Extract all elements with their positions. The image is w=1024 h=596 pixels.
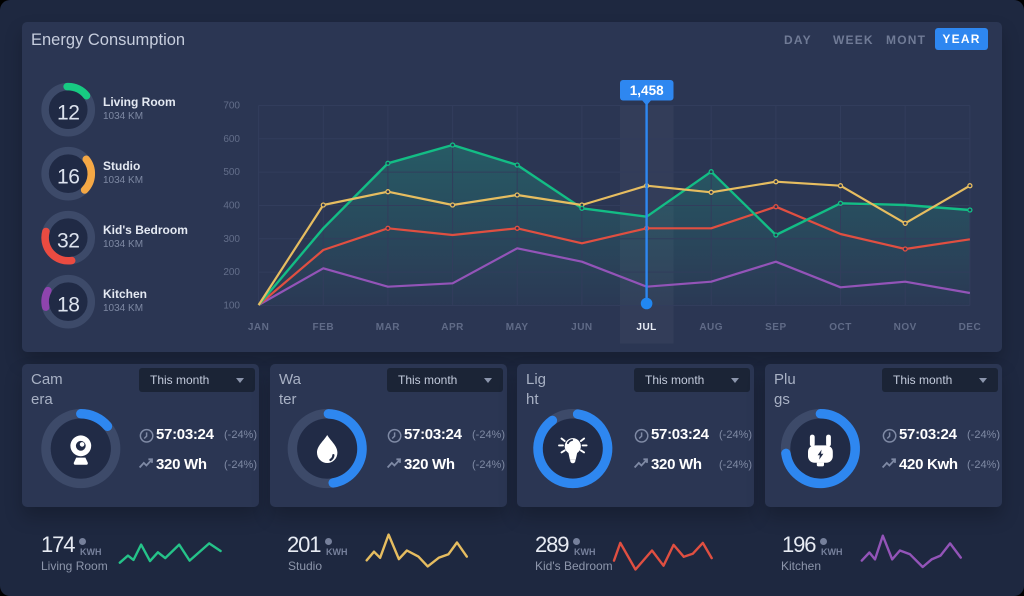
svg-text:MAR: MAR (376, 322, 401, 333)
svg-text:JAN: JAN (248, 322, 270, 333)
svg-text:JUL: JUL (636, 322, 656, 333)
svg-text:APR: APR (441, 322, 464, 333)
svg-text:OCT: OCT (829, 322, 852, 333)
svg-text:MAY: MAY (506, 322, 529, 333)
svg-text:300: 300 (223, 234, 240, 245)
svg-text:700: 700 (223, 101, 240, 112)
svg-text:12: 12 (57, 102, 79, 125)
svg-text:1,458: 1,458 (630, 83, 664, 98)
svg-text:16: 16 (57, 166, 79, 189)
svg-text:100: 100 (223, 301, 240, 312)
svg-text:18: 18 (57, 294, 79, 317)
svg-text:SEP: SEP (765, 322, 787, 333)
svg-text:32: 32 (57, 230, 79, 253)
svg-text:600: 600 (223, 134, 240, 145)
svg-text:400: 400 (223, 201, 240, 212)
svg-text:NOV: NOV (894, 322, 917, 333)
svg-text:JUN: JUN (571, 322, 593, 333)
svg-text:500: 500 (223, 167, 240, 178)
svg-text:AUG: AUG (699, 322, 723, 333)
svg-text:FEB: FEB (313, 322, 335, 333)
svg-text:DEC: DEC (959, 322, 982, 333)
svg-text:200: 200 (223, 267, 240, 278)
